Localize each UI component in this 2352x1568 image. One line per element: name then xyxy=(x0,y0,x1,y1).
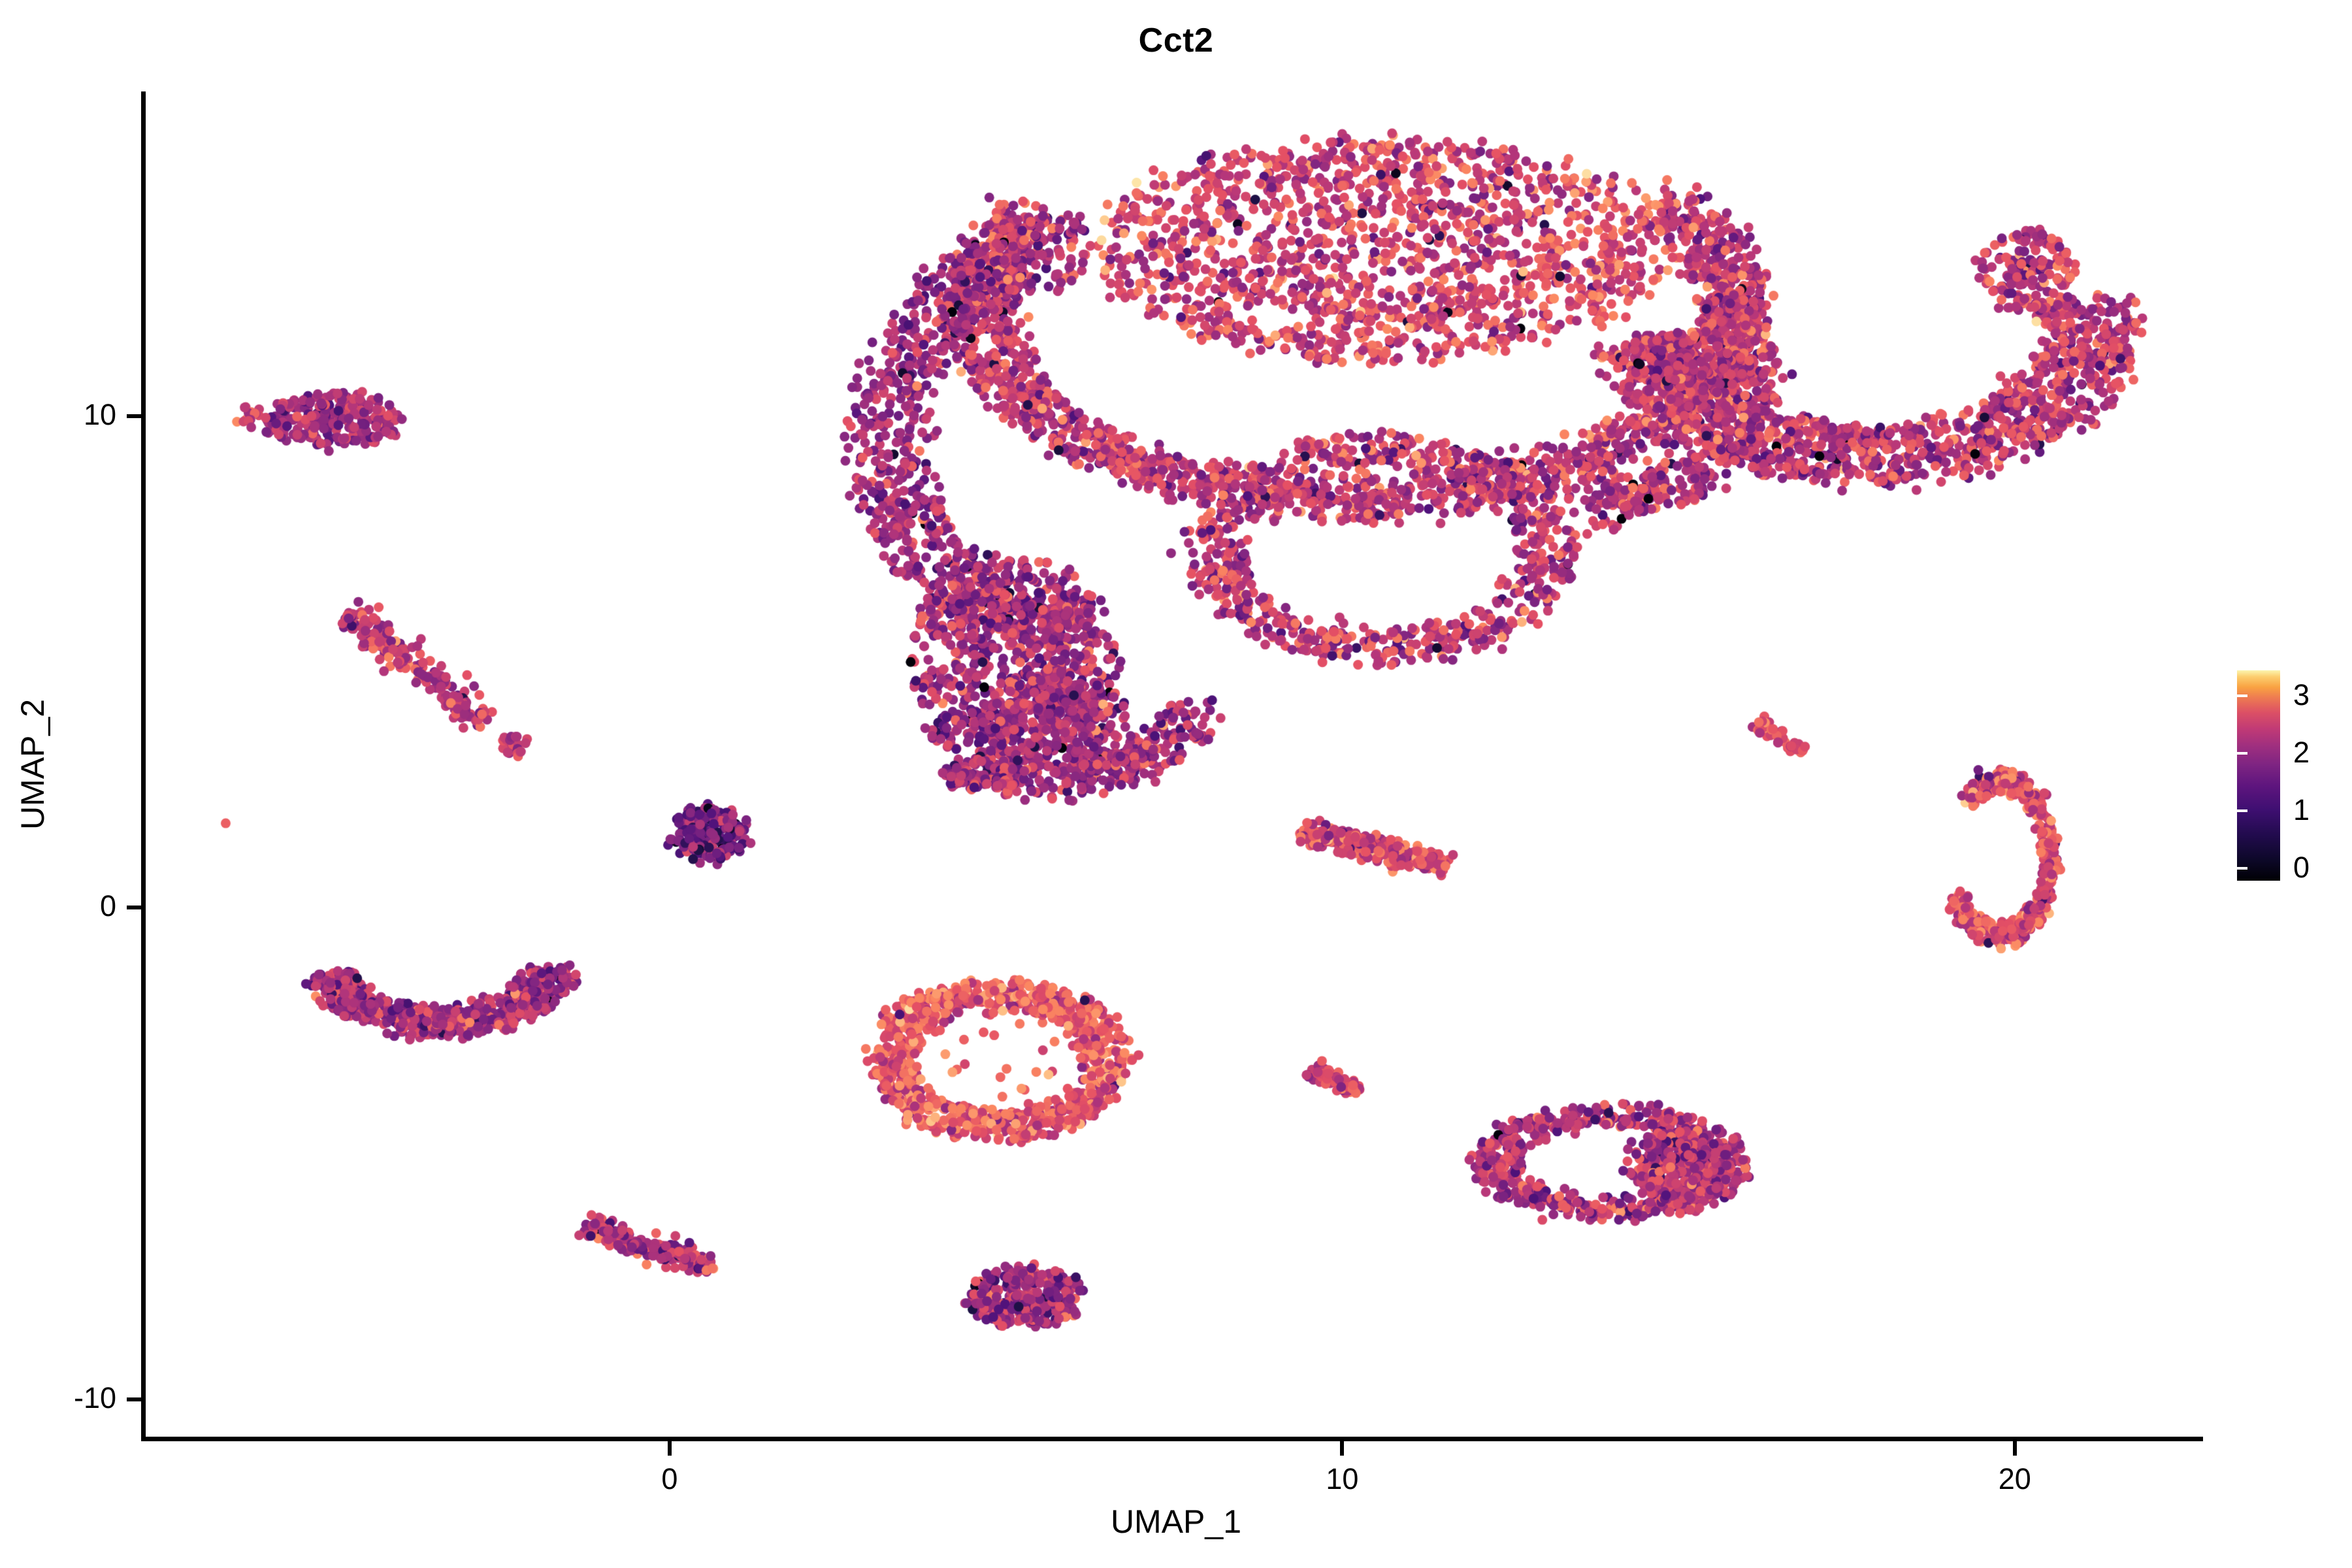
y-tick-mark xyxy=(127,1397,141,1401)
colorbar-tick-mark xyxy=(2237,809,2247,812)
colorbar-tick-mark xyxy=(2237,694,2247,698)
y-tick-label: 0 xyxy=(99,889,116,923)
colorbar-tick-mark xyxy=(2237,752,2247,755)
x-tick-label: 10 xyxy=(1326,1462,1359,1495)
y-tick-label: 10 xyxy=(83,397,116,431)
colorbar-tick-mark xyxy=(2331,752,2342,755)
colorbar-tick-mark xyxy=(2331,809,2342,812)
page-title: Cct2 xyxy=(1138,22,1214,59)
colorbar-legend: 0 1 2 3 xyxy=(2237,670,2342,886)
plot-panel xyxy=(145,91,2203,1439)
x-tick-mark xyxy=(2012,1441,2017,1456)
x-tick-label: 20 xyxy=(1998,1462,2031,1495)
x-axis-title: UMAP_1 xyxy=(1110,1503,1242,1540)
y-tick-mark xyxy=(127,906,141,910)
colorbar-tick-label: 0 xyxy=(2293,850,2310,884)
x-tick-mark xyxy=(1340,1441,1345,1456)
y-axis-line xyxy=(141,91,146,1441)
colorbar-gradient xyxy=(2237,670,2280,881)
colorbar-tick-label: 1 xyxy=(2293,792,2310,826)
x-tick-label: 0 xyxy=(661,1462,678,1495)
colorbar-tick-label: 3 xyxy=(2293,678,2310,712)
scatter-points-layer xyxy=(145,91,2203,1439)
colorbar-tick-mark xyxy=(2331,694,2342,698)
x-axis-line xyxy=(141,1437,2203,1441)
colorbar-tick-mark xyxy=(2237,866,2247,870)
colorbar-tick-mark xyxy=(2331,866,2342,870)
y-tick-mark xyxy=(127,414,141,418)
colorbar-tick-label: 2 xyxy=(2293,736,2310,770)
x-tick-mark xyxy=(667,1441,672,1456)
y-axis-title: UMAP_2 xyxy=(14,698,51,830)
y-tick-label: -10 xyxy=(73,1380,116,1414)
